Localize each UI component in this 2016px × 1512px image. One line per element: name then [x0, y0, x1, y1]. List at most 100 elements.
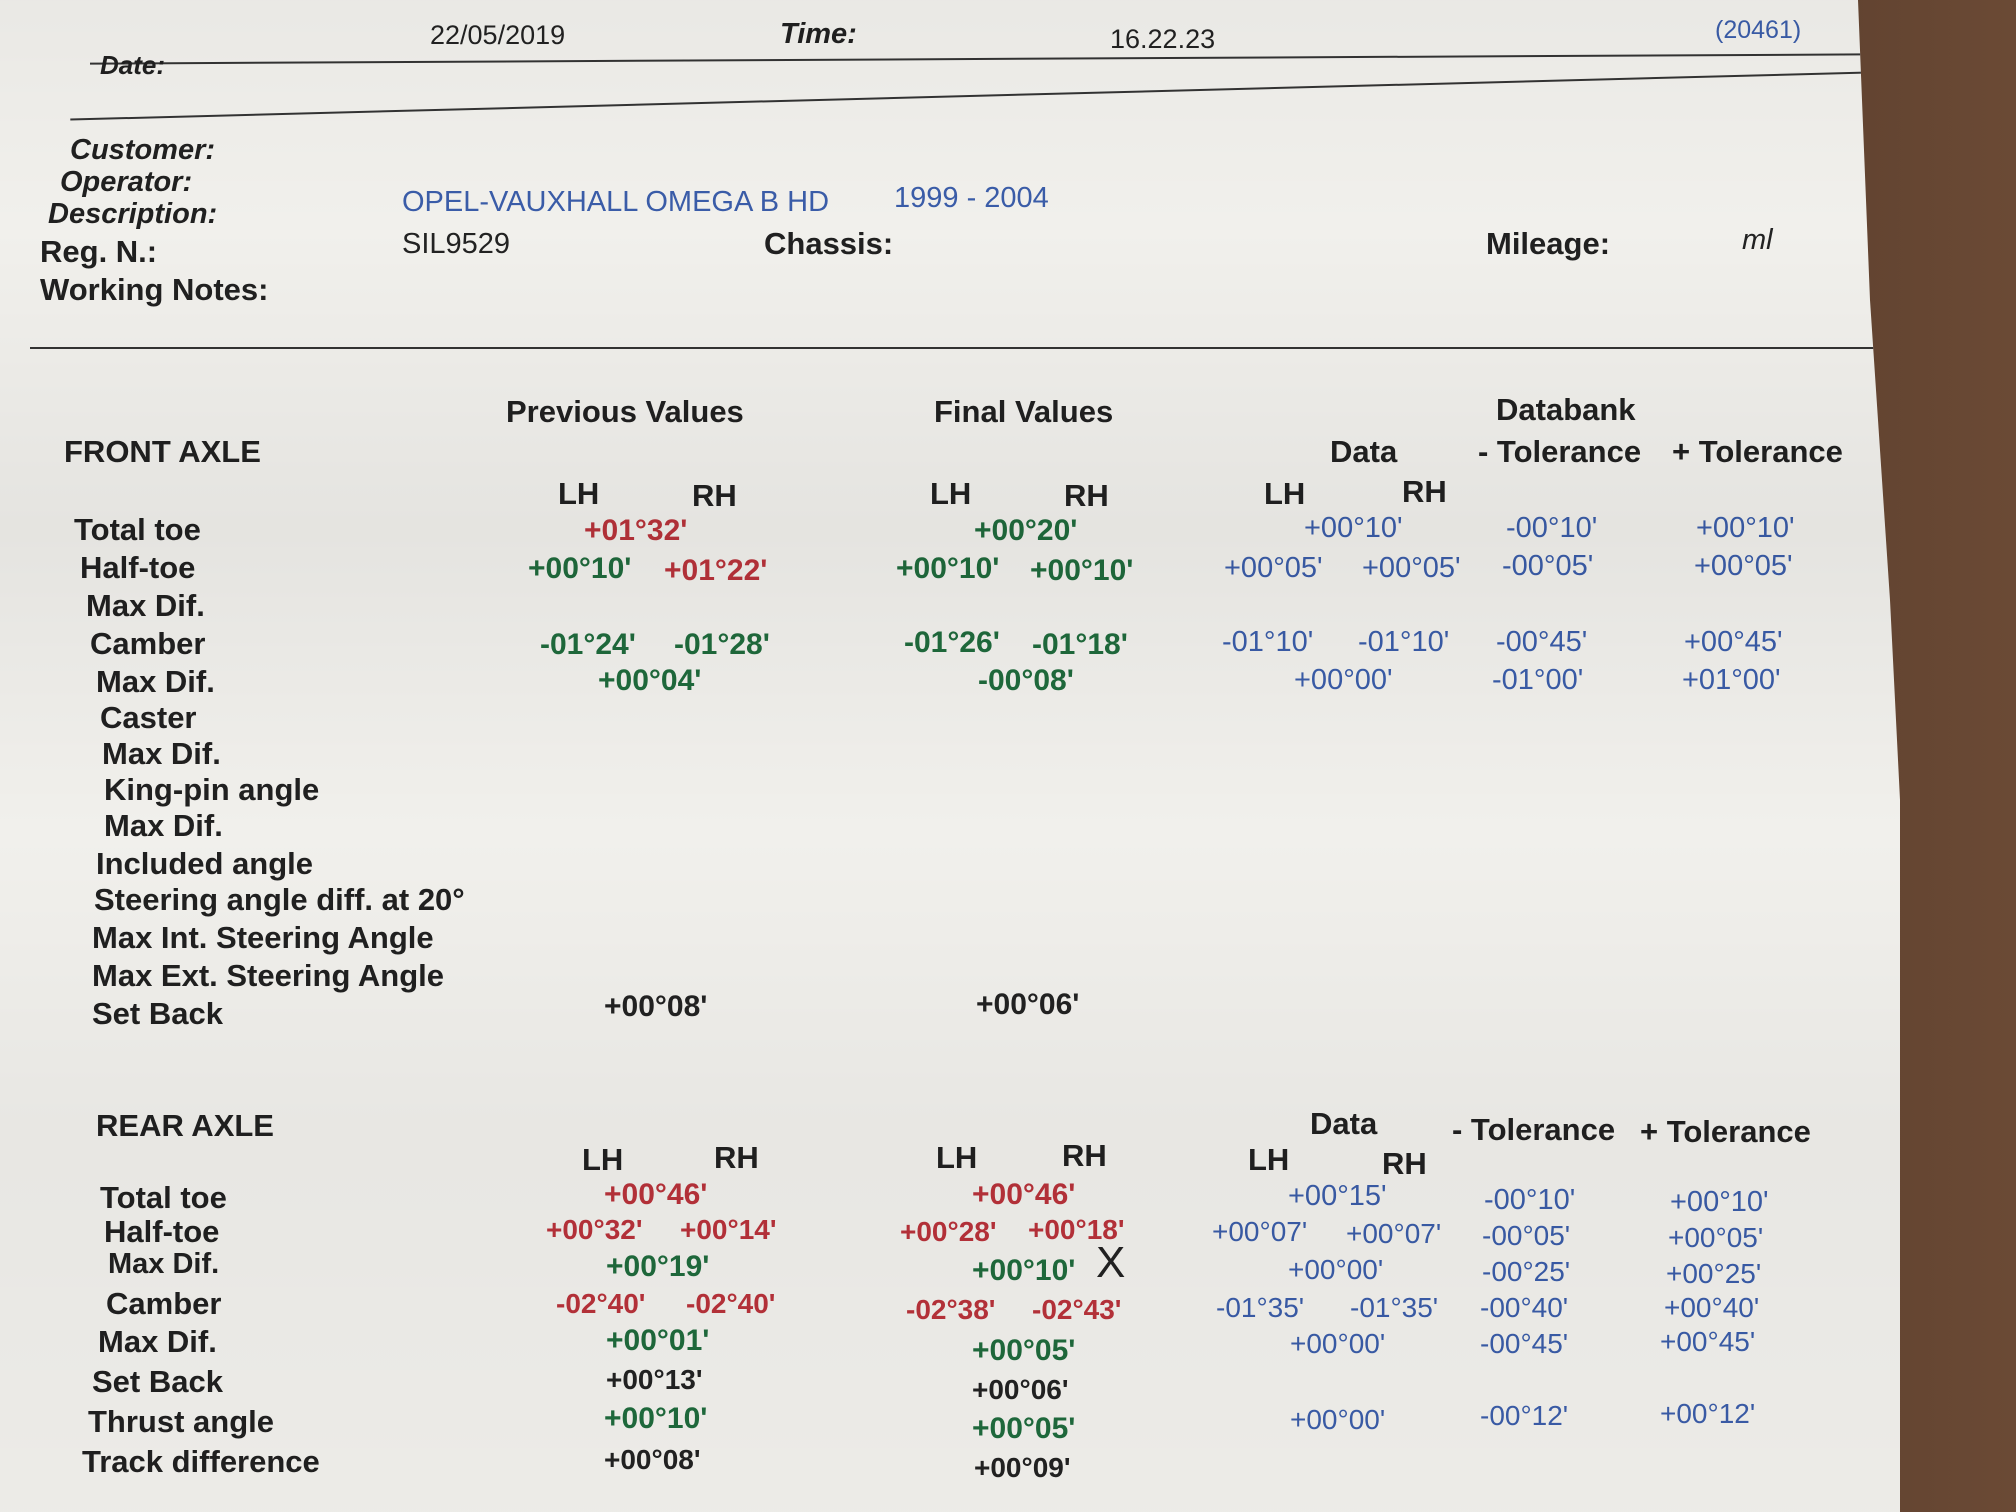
minus-tolerance-header-front: - Tolerance [1478, 434, 1642, 469]
rear-prev-lh-header: LH [582, 1142, 624, 1177]
front-max-dif-2-minus: -01°00' [1492, 664, 1584, 696]
rear-total-toe-label: Total toe [100, 1180, 227, 1215]
front-half-toe-minus: -00°05' [1502, 550, 1594, 582]
rear-prev-rh-header: RH [714, 1140, 759, 1175]
rear-set-back-final: +00°06' [972, 1374, 1069, 1405]
front-max-dif-4-label: Max Dif. [104, 808, 223, 843]
rear-half-toe-data-rh: +00°07' [1346, 1218, 1442, 1249]
rear-half-toe-final-lh: +00°28' [900, 1216, 997, 1247]
data-header-rear: Data [1310, 1106, 1378, 1141]
rear-track-final: +00°09' [974, 1452, 1071, 1483]
rear-track-prev: +00°08' [604, 1444, 701, 1475]
customer-label: Customer: [70, 134, 216, 166]
front-max-dif-1-label: Max Dif. [86, 588, 205, 623]
rear-final-lh-header: LH [936, 1140, 978, 1175]
rear-camber-prev-lh: -02°40' [556, 1288, 646, 1319]
rear-thrust-label: Thrust angle [88, 1404, 275, 1439]
section-rule [30, 347, 1910, 349]
mileage-unit: ml [1742, 224, 1773, 256]
rear-camber-final-lh: -02°38' [906, 1294, 996, 1325]
date-label: Date: [100, 50, 166, 80]
front-max-dif-2-final: -00°08' [978, 664, 1074, 697]
front-included-label: Included angle [96, 846, 314, 881]
front-camber-label: Camber [90, 626, 206, 661]
front-camber-prev-lh: -01°24' [540, 628, 636, 661]
front-half-toe-data-rh: +00°05' [1362, 552, 1461, 584]
front-max-dif-3-label: Max Dif. [102, 736, 221, 771]
rear-half-toe-label: Half-toe [104, 1214, 220, 1249]
rear-total-toe-plus: +00°10' [1670, 1186, 1769, 1218]
rear-total-toe-prev: +00°46' [604, 1178, 708, 1211]
alignment-printout: 22/05/2019 Time: 16.22.23 (20461) Date: … [0, 0, 1910, 1512]
rear-set-back-label: Set Back [92, 1364, 223, 1399]
front-half-toe-prev-rh: +01°22' [664, 554, 768, 587]
header-rule-2 [70, 71, 1870, 121]
front-half-toe-prev-lh: +00°10' [528, 552, 632, 585]
front-max-int-label: Max Int. Steering Angle [92, 920, 434, 955]
rear-final-rh-header: RH [1062, 1138, 1107, 1173]
rear-half-toe-final-rh: +00°18' [1028, 1214, 1125, 1245]
date-value: 22/05/2019 [430, 20, 566, 50]
front-total-toe-prev: +01°32' [584, 514, 688, 547]
time-label: Time: [780, 18, 857, 50]
front-half-toe-final-rh: +00°10' [1030, 554, 1134, 587]
front-camber-final-rh: -01°18' [1032, 628, 1128, 661]
front-camber-data-lh: -01°10' [1222, 626, 1314, 658]
rear-track-label: Track difference [82, 1444, 320, 1479]
operator-label: Operator: [60, 166, 193, 198]
rear-thrust-final: +00°05' [972, 1412, 1076, 1445]
rear-max-dif-1-label: Max Dif. [108, 1248, 220, 1280]
rear-camber-data-rh: -01°35' [1350, 1292, 1439, 1323]
front-max-dif-2-data: +00°00' [1294, 664, 1393, 696]
rear-max-dif-1-minus: -00°25' [1482, 1256, 1571, 1287]
rear-thrust-data: +00°00' [1290, 1404, 1386, 1435]
reg-value: SIL9529 [402, 228, 511, 260]
time-value: 16.22.23 [1110, 24, 1216, 54]
rear-max-dif-2-data: +00°00' [1290, 1328, 1386, 1359]
rear-camber-data-lh: -01°35' [1216, 1292, 1305, 1323]
rear-max-dif-1-plus: +00°25' [1666, 1258, 1762, 1289]
front-total-toe-label: Total toe [74, 512, 201, 547]
front-half-toe-data-lh: +00°05' [1224, 552, 1323, 584]
rear-total-toe-final: +00°46' [972, 1178, 1076, 1211]
front-steering-diff-label: Steering angle diff. at 20° [94, 882, 465, 917]
previous-values-header: Previous Values [506, 394, 744, 429]
mileage-label: Mileage: [1486, 226, 1611, 261]
rear-max-dif-2-prev: +00°01' [606, 1324, 710, 1357]
record-ref: (20461) [1715, 16, 1802, 44]
front-set-back-prev: +00°08' [604, 990, 708, 1023]
handwritten-x-mark: X [1096, 1238, 1126, 1287]
rear-thrust-plus: +00°12' [1660, 1398, 1756, 1429]
rear-thrust-prev: +00°10' [604, 1402, 708, 1435]
minus-tolerance-header-rear: - Tolerance [1452, 1112, 1616, 1147]
model-years: 1999 - 2004 [894, 182, 1049, 214]
front-half-toe-label: Half-toe [80, 550, 196, 585]
front-kingpin-label: King-pin angle [104, 772, 320, 807]
front-set-back-label: Set Back [92, 996, 223, 1031]
rear-camber-prev-rh: -02°40' [686, 1288, 776, 1319]
final-values-header: Final Values [934, 394, 1114, 429]
rear-axle-title: REAR AXLE [96, 1108, 274, 1143]
rear-max-dif-2-label: Max Dif. [98, 1324, 217, 1359]
front-total-toe-minus: -00°10' [1506, 512, 1598, 544]
rear-half-toe-plus: +00°05' [1668, 1222, 1764, 1253]
header-rule [90, 53, 1870, 65]
rear-set-back-prev: +00°13' [606, 1364, 703, 1395]
front-half-toe-final-lh: +00°10' [896, 552, 1000, 585]
rear-max-dif-1-data: +00°00' [1288, 1254, 1384, 1285]
plus-tolerance-header-rear: + Tolerance [1640, 1114, 1811, 1149]
rear-max-dif-2-plus: +00°45' [1660, 1326, 1756, 1357]
rear-half-toe-minus: -00°05' [1482, 1220, 1571, 1251]
rear-total-toe-data: +00°15' [1288, 1180, 1387, 1212]
front-axle-title: FRONT AXLE [64, 434, 261, 469]
front-camber-data-rh: -01°10' [1358, 626, 1450, 658]
rear-half-toe-prev-rh: +00°14' [680, 1214, 777, 1245]
front-total-toe-plus: +00°10' [1696, 512, 1795, 544]
rear-camber-label: Camber [106, 1286, 222, 1321]
rear-camber-final-rh: -02°43' [1032, 1294, 1122, 1325]
rear-data-rh-header: RH [1382, 1146, 1427, 1181]
front-camber-plus: +00°45' [1684, 626, 1783, 658]
working-notes-label: Working Notes: [40, 272, 269, 307]
rear-total-toe-minus: -00°10' [1484, 1184, 1576, 1216]
rear-camber-plus: +00°40' [1664, 1292, 1760, 1323]
